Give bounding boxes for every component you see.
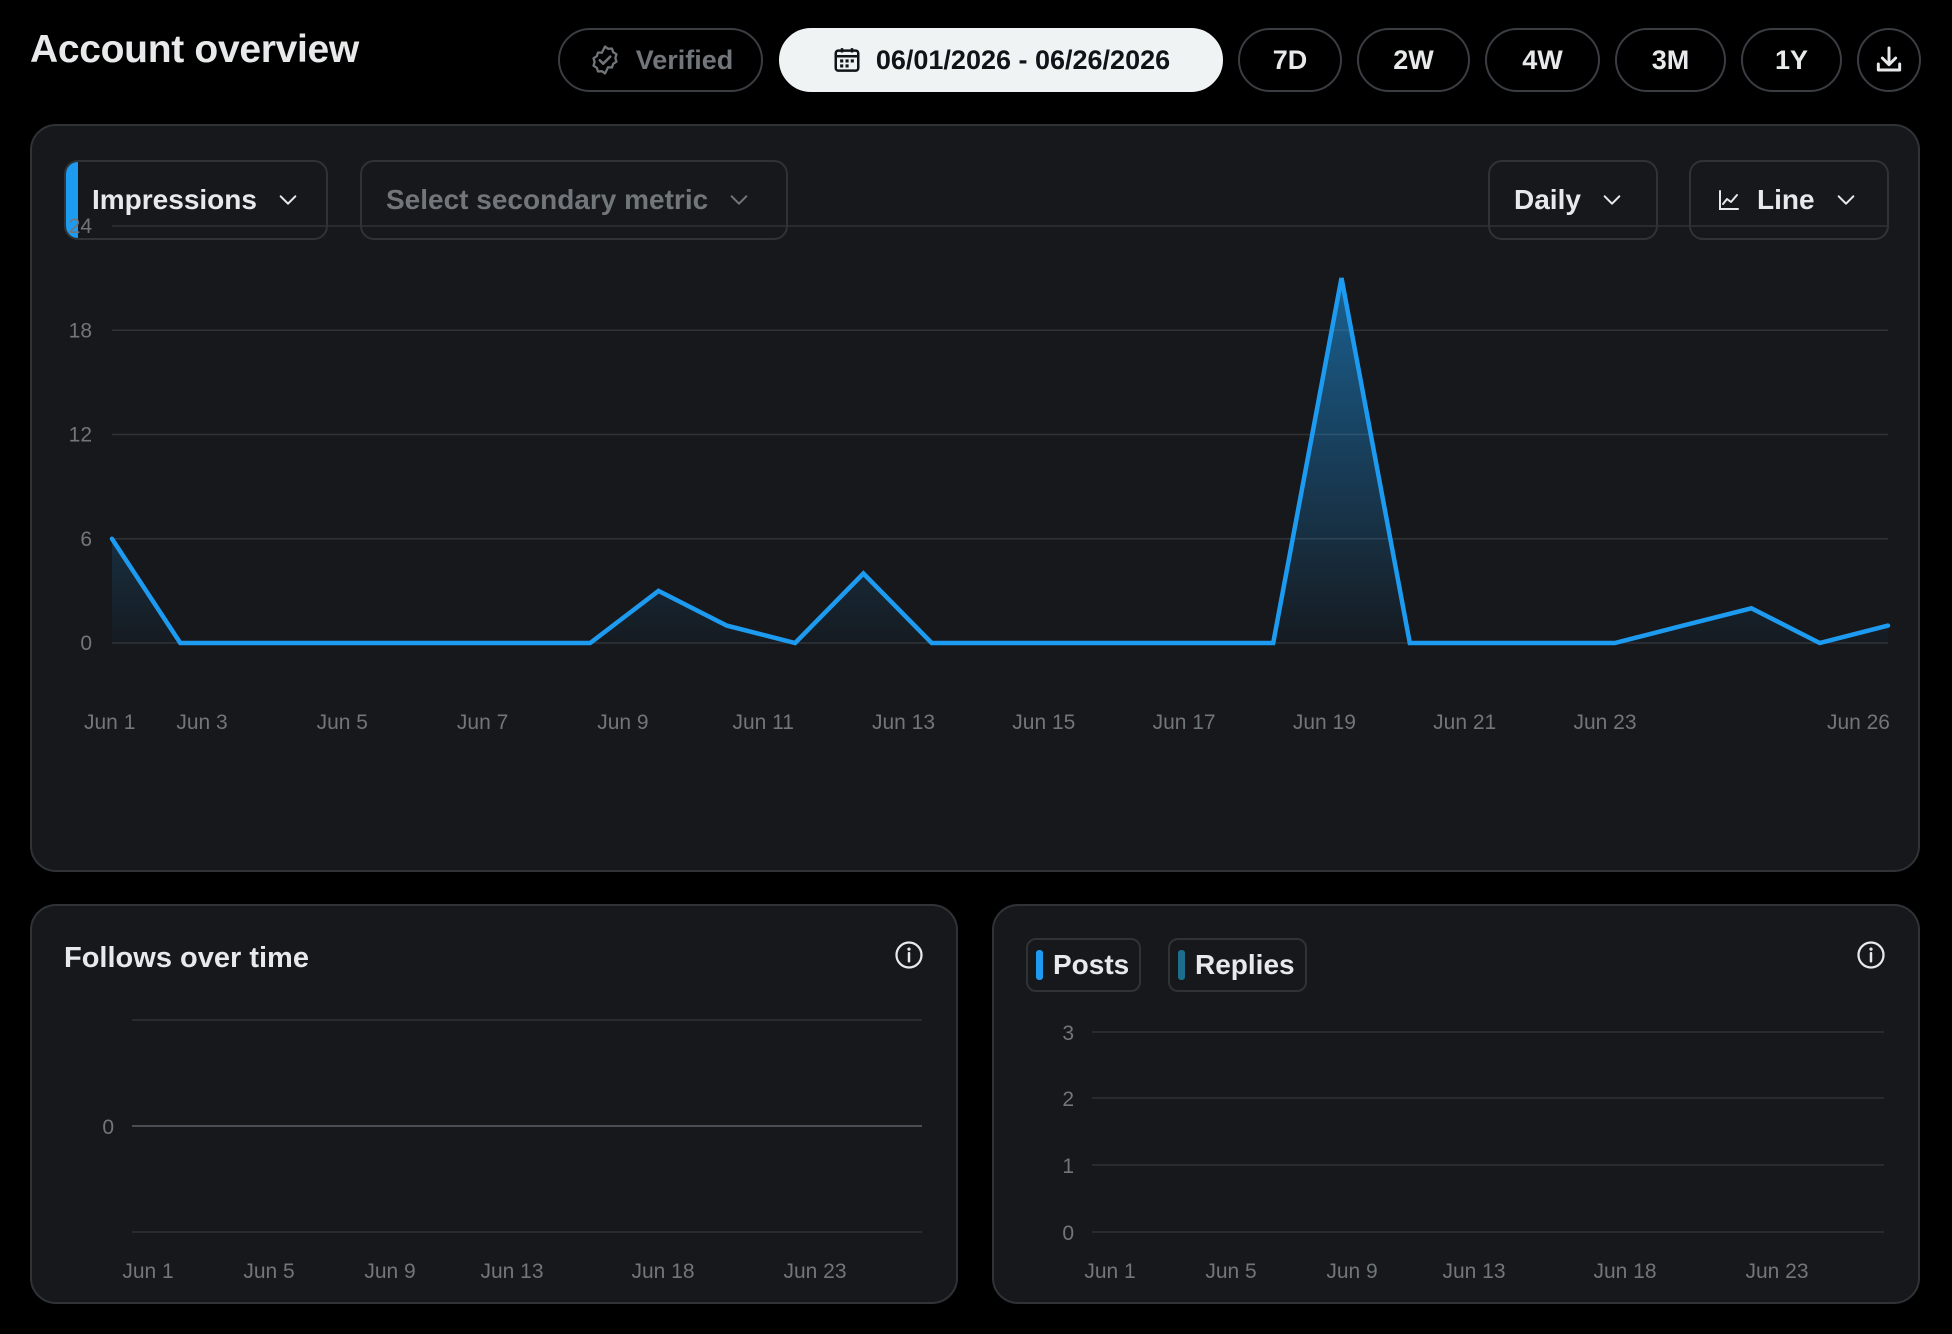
date-range-label: 06/01/2026 - 06/26/2026 [875,44,1171,75]
chevron-down-icon [730,195,748,205]
primary-metric-label: Impressions [92,184,257,215]
x-tick-label: Jun 9 [597,711,648,734]
legend-posts-swatch [1036,950,1043,980]
x-tick-label: Jun 18 [1593,1260,1656,1283]
interval-label: Daily [1514,184,1581,215]
y-tick-label: 12 [69,424,92,447]
range-2w-button[interactable]: 2W [1357,28,1470,92]
line-chart-icon [1719,190,1739,210]
x-tick-label: Jun 19 [1293,711,1356,734]
range-4w-button[interactable]: 4W [1485,28,1600,92]
primary-metric-accent [66,162,78,238]
x-tick-label: Jun 3 [176,711,227,734]
posts-replies-card: Posts Replies 0 1 2 3 Jun 1 Jun 5 Jun 9 Jun 13 J… [992,904,1920,1304]
info-icon[interactable] [894,940,924,970]
legend-replies-label: Replies [1195,949,1295,980]
verified-badge-icon [592,45,618,75]
legend-posts[interactable]: Posts [1026,938,1142,992]
impressions-card: Impressions Select secondary metric Dail… [30,124,1920,872]
x-tick-label: Jun 9 [364,1260,415,1283]
y-tick-label: 0 [80,632,92,655]
x-tick-label: Jun 11 [732,711,794,734]
follows-card-title: Follows over time [64,942,309,974]
calendar-icon [834,48,860,72]
secondary-metric-placeholder: Select secondary metric [386,184,709,215]
x-tick-label: Jun 21 [1433,711,1496,734]
verified-label: Verified [635,44,734,75]
date-range-button[interactable]: 06/01/2026 - 06/26/2026 [779,28,1223,92]
chevron-down-icon [1837,195,1854,205]
chevron-down-icon [1603,195,1621,205]
top-toolbar: Verified 06/01/2026 - 06/26/2026 7D 2W 4… [0,28,1952,92]
x-tick-label: Jun 15 [1012,711,1075,734]
x-tick-label: Jun 23 [783,1260,846,1283]
x-tick-label: Jun 13 [480,1260,543,1283]
x-tick-label: Jun 9 [1326,1260,1377,1283]
info-icon[interactable] [1856,940,1886,970]
legend-replies[interactable]: Replies [1168,938,1307,992]
x-tick-label: Jun 1 [84,711,135,734]
x-tick-label: Jun 1 [122,1260,173,1283]
y-tick-label: 1 [1062,1155,1074,1178]
range-3m-button[interactable]: 3M [1615,28,1726,92]
range-1y-button[interactable]: 1Y [1741,28,1842,92]
y-tick-label: 18 [69,319,92,342]
x-tick-label: Jun 5 [317,711,368,734]
chevron-down-icon [279,195,297,205]
y-tick-label: 6 [80,528,92,551]
x-tick-label: Jun 1 [1084,1260,1135,1283]
x-tick-label: Jun 23 [1573,711,1636,734]
x-tick-label: Jun 13 [1442,1260,1505,1283]
download-button[interactable] [1857,28,1921,92]
legend-posts-label: Posts [1053,949,1130,980]
y-tick-label: 0 [1062,1222,1074,1245]
page-title: Account overview [30,28,359,71]
posts-replies-chart: 0 1 2 3 Jun 1 Jun 5 Jun 9 Jun 13 Jun 18 Jun 23 [1062,1022,1884,1283]
download-icon [1876,46,1902,72]
impressions-area [112,278,1888,643]
y-tick-label: 2 [1062,1088,1074,1111]
verified-button[interactable]: Verified [558,28,763,92]
y-tick-label: 0 [102,1116,114,1139]
x-tick-label: Jun 23 [1745,1260,1808,1283]
y-tick-label: 24 [69,215,93,238]
x-tick-label: Jun 18 [631,1260,694,1283]
x-tick-label: Jun 5 [243,1260,294,1283]
x-tick-label: Jun 13 [872,711,935,734]
x-tick-label: Jun 7 [457,711,508,734]
follows-card: Follows over time 0 Jun 1 Jun 5 Jun 9 Jun 13… [30,904,958,1304]
legend-replies-swatch [1178,950,1185,980]
chart-type-label: Line [1757,184,1815,215]
follows-chart: 0 Jun 1 Jun 5 Jun 9 Jun 13 Jun 18 Jun 23 [102,1019,922,1283]
range-7d-button[interactable]: 7D [1238,28,1342,92]
x-tick-label: Jun 5 [1205,1260,1256,1283]
x-tick-label: Jun 26 [1827,711,1890,734]
x-tick-label: Jun 17 [1153,711,1216,734]
impressions-chart: 0 6 12 18 24 Jun 1 Jun 3 Jun 5 Jun 7 Jun 9 Jun 11 J… [69,215,1891,734]
impressions-line [109,277,1891,646]
y-tick-label: 3 [1062,1022,1074,1045]
